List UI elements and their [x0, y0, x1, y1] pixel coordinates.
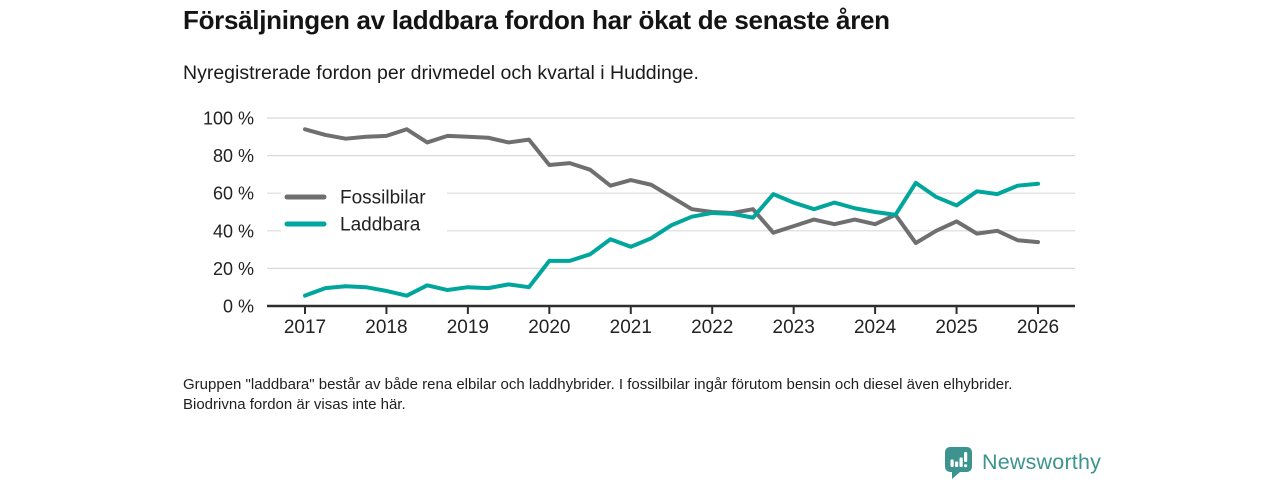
bar-chart-speech-bubble-icon [945, 447, 972, 479]
legend-label-laddbara: Laddbara [340, 215, 421, 236]
x-axis-tick-label: 2024 [854, 317, 897, 338]
x-axis-tick-label: 2021 [610, 317, 652, 338]
x-axis-tick-label: 2026 [1017, 317, 1059, 338]
x-axis-tick-label: 2018 [365, 317, 407, 338]
y-axis-tick-label: 0 % [223, 297, 254, 317]
legend-label-fossilbilar: Fossilbilar [340, 188, 426, 209]
series-line-laddbara [303, 180, 1040, 298]
chart-footnote: Gruppen "laddbara" består av både rena e… [183, 376, 1013, 413]
x-axis-tick-label: 2022 [691, 317, 733, 338]
y-axis-tick-label: 80 % [213, 146, 254, 166]
y-axis-tick-label: 60 % [213, 184, 254, 204]
line-chart: 0 % 20 % 40 % 60 % 80 % 100 % 2017 2018 2019 2020… [203, 109, 1075, 338]
y-axis-tick-label: 20 % [213, 259, 254, 279]
x-axis-tick-label: 2019 [447, 317, 489, 338]
series-line-fossilbilar [303, 127, 1040, 246]
chart-subtitle: Nyregistrerade fordon per drivmedel och … [183, 62, 699, 84]
x-axis-tick-label: 2023 [773, 317, 815, 338]
x-axis-tick-label: 2017 [284, 317, 326, 338]
newsworthy-branding[interactable]: Newsworthy [943, 446, 1101, 479]
x-axis-tick-label: 2025 [935, 317, 977, 338]
page-title: Försäljningen av laddbara fordon har öka… [183, 5, 890, 35]
newsworthy-logo-text: Newsworthy [982, 450, 1102, 474]
y-axis-tick-label: 100 % [203, 109, 254, 129]
x-axis-tick-label: 2020 [528, 317, 570, 338]
y-axis-tick-label: 40 % [213, 221, 254, 241]
